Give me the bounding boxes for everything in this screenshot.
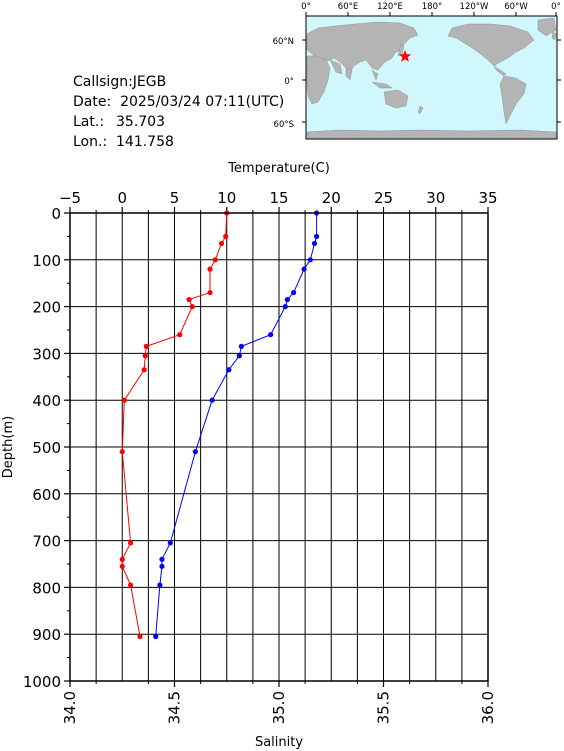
- temperature-point: [128, 540, 134, 546]
- temperature-tick-label: 0: [117, 189, 127, 207]
- temperature-tick-label: 35: [478, 189, 497, 207]
- longitude-value: 141.758: [116, 134, 174, 150]
- temperature-point: [119, 556, 125, 562]
- salinity-point: [307, 257, 313, 263]
- depth-axis-title: Depth(m): [1, 416, 16, 478]
- map-land: [306, 17, 557, 139]
- salinity-point: [157, 582, 163, 588]
- salinity-profile-line: [155, 213, 318, 637]
- salinity-point: [314, 233, 320, 239]
- depth-tick-label: 600: [32, 486, 61, 504]
- salinity-point: [226, 367, 232, 373]
- depth-tick-label: 1000: [23, 673, 61, 691]
- temperature-point: [189, 304, 195, 310]
- temperature-point: [142, 353, 148, 359]
- latitude-value: 35.703: [116, 114, 165, 130]
- chart-series: [119, 210, 320, 640]
- salinity-point: [268, 332, 274, 338]
- salinity-tick-label: 34.5: [166, 691, 184, 724]
- salinity-tick-label: 35.0: [270, 691, 288, 724]
- map-lat-label-2: 60°S: [274, 120, 294, 130]
- depth-tick-label: 300: [32, 345, 61, 363]
- temperature-tick-label: −5: [59, 189, 81, 207]
- salinity-point: [153, 633, 159, 640]
- temperature-point: [207, 266, 213, 272]
- salinity-point: [167, 540, 173, 546]
- temperature-point: [212, 257, 218, 263]
- map-lon-label-6: 0°: [551, 2, 561, 12]
- depth-tick-label: 900: [32, 626, 61, 644]
- temperature-point: [177, 332, 183, 338]
- plot-frame: [69, 212, 489, 682]
- longitude-label: Lon.:: [73, 134, 108, 150]
- salinity-point: [159, 556, 165, 562]
- temperature-point: [143, 343, 149, 349]
- temperature-point: [119, 563, 125, 569]
- temperature-point: [119, 449, 125, 455]
- salinity-point: [192, 449, 198, 455]
- salinity-tick-label: 35.5: [375, 691, 393, 724]
- map-lat-label-1: 0°: [284, 77, 294, 87]
- salinity-point: [238, 343, 244, 349]
- salinity-point: [311, 240, 318, 247]
- temperature-point: [141, 367, 147, 373]
- temperature-tick-label: 10: [217, 189, 236, 207]
- temperature-tick-label: 15: [269, 189, 288, 207]
- temperature-point: [207, 289, 213, 296]
- salinity-point: [282, 304, 288, 310]
- depth-tick-label: 400: [32, 392, 61, 410]
- callsign-text: Callsign:JEGB: [73, 74, 167, 90]
- salinity-point: [301, 266, 307, 272]
- temperature-axis-title: Temperature(C): [227, 161, 330, 176]
- temperature-point: [218, 240, 225, 247]
- station-marker-icon: [398, 50, 412, 62]
- map-lon-label-3: 180°: [422, 2, 442, 12]
- map-lat-label-0: 60°N: [273, 37, 294, 47]
- temperature-point: [223, 233, 229, 239]
- temperature-point: [121, 397, 127, 403]
- depth-tick-label: 0: [51, 205, 61, 223]
- depth-tick-label: 100: [32, 252, 61, 270]
- salinity-point: [236, 353, 242, 359]
- temperature-tick-label: 5: [170, 189, 180, 207]
- temperature-tick-label: 30: [426, 189, 445, 207]
- depth-tick-label: 200: [32, 299, 61, 317]
- salinity-point: [284, 296, 290, 303]
- map-lon-label-0: 0°: [301, 2, 311, 12]
- temperature-point: [186, 296, 192, 303]
- temperature-tick-label: 20: [322, 189, 341, 207]
- temperature-point: [128, 582, 134, 588]
- depth-tick-label: 500: [32, 439, 61, 457]
- depth-tick-label: 800: [32, 579, 61, 597]
- salinity-point: [291, 289, 297, 296]
- date-text: Date: 2025/03/24 07:11(UTC): [73, 94, 285, 110]
- salinity-point: [159, 563, 165, 569]
- chart-grid: [70, 213, 488, 681]
- salinity-point: [209, 397, 215, 403]
- latitude-label: Lat.:: [73, 114, 105, 130]
- map-lon-label-1: 60°E: [338, 2, 358, 12]
- map-lon-label-2: 120°E: [377, 2, 403, 12]
- temperature-tick-label: 25: [374, 189, 393, 207]
- salinity-axis-title: Salinity: [255, 735, 303, 750]
- depth-tick-label: 700: [32, 533, 61, 551]
- salinity-tick-label: 34.0: [61, 691, 79, 724]
- map-lon-label-5: 60°W: [504, 2, 528, 12]
- map-lon-label-4: 120°W: [460, 2, 489, 12]
- salinity-tick-label: 36.0: [479, 691, 497, 724]
- temperature-point: [137, 633, 143, 640]
